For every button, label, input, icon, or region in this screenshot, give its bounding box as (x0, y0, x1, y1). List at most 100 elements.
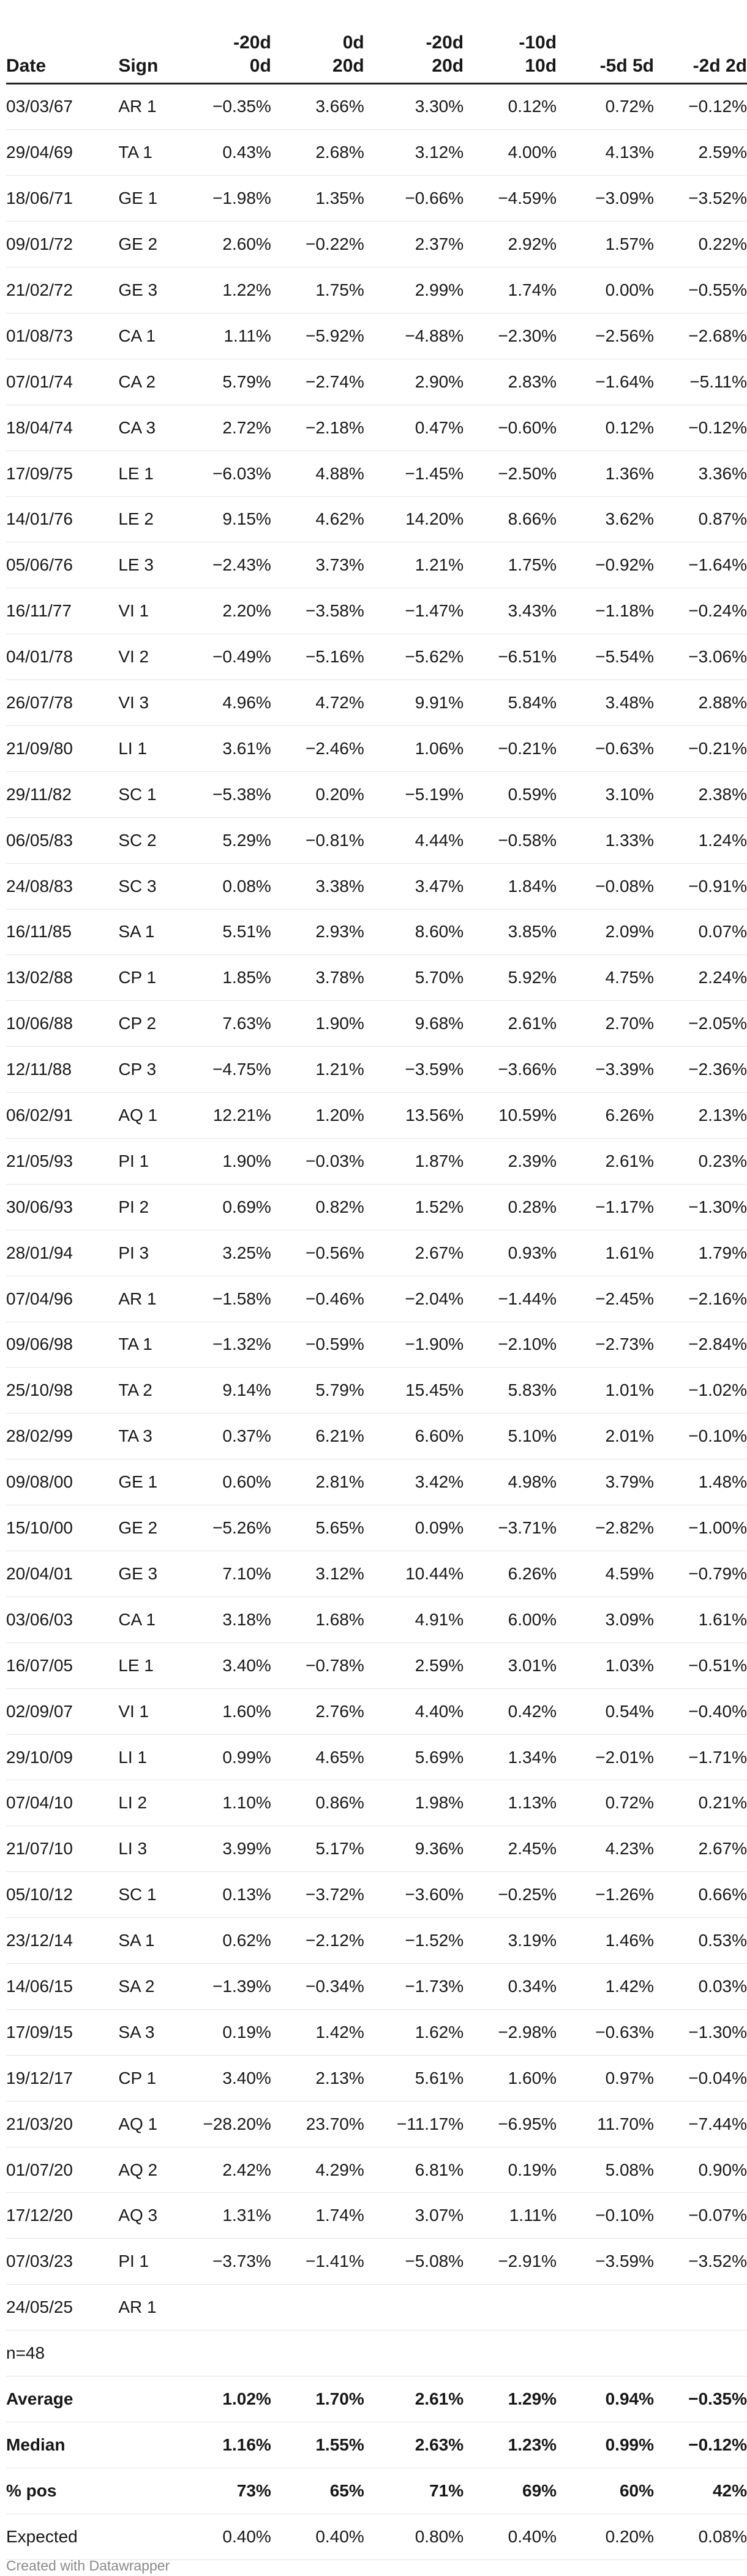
cell-sign: GE 3 (118, 1563, 158, 1583)
cell-date: 07/04/10 (6, 1793, 73, 1813)
cell-value: −0.81% (306, 830, 364, 850)
cell-date: 19/12/17 (6, 2068, 73, 2087)
cell-value: 0.69% (222, 1197, 271, 1216)
cell-value: 0.12% (605, 417, 654, 437)
cell-value: 1.03% (605, 1655, 654, 1675)
cell-sign: PI 1 (118, 1151, 149, 1170)
cell-value: 4.72% (315, 693, 364, 713)
cell-sign: LE 1 (118, 463, 154, 483)
cell-date: 25/10/98 (6, 1380, 73, 1400)
cell-value (271, 2331, 364, 2376)
cell-value: −0.60% (498, 417, 557, 437)
cell-value: 8.60% (415, 922, 464, 942)
cell-value: 0.37% (222, 1426, 271, 1446)
table-row: 29/04/69 TA 1 0.43% 2.68% 3.12% 4.00% 4.13% 2.5… (6, 130, 747, 176)
cell-value: 1.68% (315, 1609, 364, 1629)
cell-value: 12.21% (212, 1106, 271, 1125)
cell-value: −2.43% (212, 555, 271, 575)
cell-value: 1.20% (315, 1106, 364, 1125)
cell-sign: CP 1 (118, 968, 157, 987)
cell-value: 1.11% (223, 326, 271, 345)
table-row: 05/10/12 SC 1 0.13% −3.72% −3.60% −0.25% −1.26… (6, 1872, 747, 1918)
cell-value: −4.88% (405, 326, 464, 345)
cell-sign: VI 2 (118, 647, 149, 667)
cell-value: −3.66% (498, 1060, 557, 1079)
cell-value: 1.33% (605, 830, 654, 850)
cell-sign: SC 3 (118, 876, 157, 896)
cell-value: −3.73% (212, 2252, 271, 2271)
cell-value: 1.36% (605, 463, 654, 483)
cell-value: 4.62% (315, 509, 364, 529)
cell-value: 2.13% (698, 1106, 747, 1125)
cell-value: 5.84% (508, 693, 557, 713)
cell-date: 17/09/15 (6, 2022, 73, 2042)
cell-value: 3.85% (508, 922, 557, 942)
cell-value: −0.63% (595, 2022, 654, 2042)
cell-value: 0.43% (222, 143, 271, 162)
table-row: 29/10/09 LI 1 0.99% 4.65% 5.69% 1.34% −2.01% −1… (6, 1734, 747, 1780)
cell-value: 5.29% (222, 830, 271, 850)
cell-value: 2.39% (508, 1151, 557, 1170)
cell-date: 21/07/10 (6, 1839, 73, 1859)
cell-value: 5.79% (222, 372, 271, 391)
cell-date: 09/01/72 (6, 234, 73, 254)
cell-value: 10.44% (405, 1563, 464, 1583)
header-line-1: -20d (426, 32, 464, 53)
cell-value: −2.04% (405, 1289, 464, 1308)
cell-value: 0.08% (222, 876, 271, 896)
cell-sign: LI 1 (118, 738, 148, 758)
cell-date: 07/03/23 (6, 2252, 73, 2271)
header-line-1 (6, 31, 106, 54)
cell-value: 9.36% (415, 1839, 464, 1859)
cell-value: 5.70% (415, 968, 464, 987)
cell-value: 0.72% (605, 97, 654, 116)
column-header-0-20: 0d 20d (271, 23, 364, 83)
cell-value: 3.25% (222, 1243, 271, 1262)
summary-row: Average 1.02% 1.70% 2.61% 1.29% 0.94% −0.35% (6, 2376, 747, 2422)
cell-value: −1.90% (405, 1335, 464, 1354)
table-row: 16/07/05 LE 1 3.40% −0.78% 2.59% 3.01% 1.03% −0… (6, 1642, 747, 1689)
cell-value: −1.17% (595, 1197, 654, 1216)
summary-value: 0.80% (415, 2526, 464, 2546)
cell-sign: SC 1 (118, 784, 157, 804)
cell-date: 05/10/12 (6, 1885, 73, 1904)
cell-sign: GE 1 (118, 1472, 158, 1492)
cell-value: 1.84% (508, 876, 557, 896)
cell-date: 16/07/05 (6, 1655, 73, 1675)
cell-value: 0.22% (698, 234, 747, 254)
table-row: 13/02/88 CP 1 1.85% 3.78% 5.70% 5.92% 4.75% 2.2… (6, 955, 747, 1001)
cell-value: 5.61% (415, 2068, 464, 2087)
cell-sign: CA 1 (118, 326, 156, 345)
cell-value: −1.45% (405, 463, 464, 483)
cell-value (557, 2331, 654, 2376)
cell-value: 14.20% (405, 509, 464, 529)
cell-value: 0.19% (222, 2022, 271, 2042)
cell-value: 3.07% (415, 2206, 464, 2225)
cell-value: −2.84% (688, 1335, 747, 1354)
cell-value: 9.91% (415, 693, 464, 713)
cell-value: 1.46% (605, 1931, 654, 1950)
table-row: n=48 (6, 2331, 747, 2376)
cell-value: 2.72% (222, 417, 271, 437)
cell-value: −0.12% (688, 97, 747, 116)
summary-empty (106, 2422, 195, 2468)
summary-value: 0.40% (315, 2526, 364, 2546)
table-row: 21/07/10 LI 3 3.99% 5.17% 9.36% 2.45% 4.23% 2.6… (6, 1826, 747, 1872)
cell-value: −11.17% (396, 2114, 464, 2133)
cell-value: −3.59% (595, 2252, 654, 2271)
cell-value: 3.12% (415, 143, 464, 162)
summary-row: Expected 0.40% 0.40% 0.80% 0.40% 0.20% 0.08% (6, 2514, 747, 2560)
cell-value: −2.45% (595, 1289, 654, 1308)
cell-date: 21/02/72 (6, 280, 73, 299)
cell-value: 0.66% (698, 1885, 747, 1904)
cell-value: 0.59% (508, 784, 557, 804)
cell-value: −5.92% (306, 326, 364, 345)
summary-value: −0.35% (688, 2389, 747, 2408)
cell-value: 1.61% (698, 1609, 747, 1629)
cell-value: 4.00% (508, 143, 557, 162)
cell-value: 0.07% (698, 922, 747, 942)
cell-sign: VI 3 (118, 693, 149, 713)
table-row: 03/06/03 CA 1 3.18% 1.68% 4.91% 6.00% 3.09% 1.6… (6, 1597, 747, 1643)
header-line-2: 10d (525, 55, 557, 76)
cell-value: −7.44% (688, 2114, 747, 2133)
